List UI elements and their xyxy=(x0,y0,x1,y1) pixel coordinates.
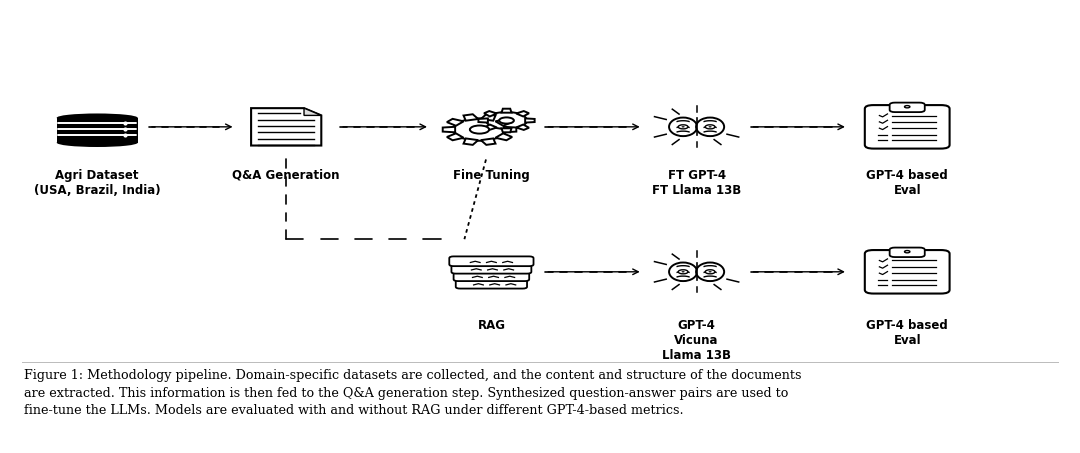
Ellipse shape xyxy=(681,126,685,128)
Polygon shape xyxy=(305,108,322,116)
Polygon shape xyxy=(443,127,455,132)
Ellipse shape xyxy=(56,139,138,147)
FancyBboxPatch shape xyxy=(890,102,924,112)
Text: RAG: RAG xyxy=(477,319,505,333)
FancyBboxPatch shape xyxy=(451,264,531,274)
Polygon shape xyxy=(447,119,463,126)
FancyBboxPatch shape xyxy=(865,250,949,294)
Polygon shape xyxy=(463,139,478,145)
Polygon shape xyxy=(501,128,512,132)
Polygon shape xyxy=(501,109,512,113)
Polygon shape xyxy=(463,114,478,120)
Ellipse shape xyxy=(486,112,527,129)
Polygon shape xyxy=(496,133,512,140)
Polygon shape xyxy=(484,125,497,130)
Polygon shape xyxy=(504,127,516,132)
Text: Q&A Generation: Q&A Generation xyxy=(232,169,340,182)
Text: Figure 1: Methodology pipeline. Domain-specific datasets are collected, and the : Figure 1: Methodology pipeline. Domain-s… xyxy=(24,369,801,417)
Ellipse shape xyxy=(499,117,514,124)
Polygon shape xyxy=(525,118,535,123)
FancyBboxPatch shape xyxy=(449,256,534,266)
FancyBboxPatch shape xyxy=(865,105,949,149)
Polygon shape xyxy=(496,119,512,126)
Ellipse shape xyxy=(678,270,688,274)
Polygon shape xyxy=(252,108,322,145)
Polygon shape xyxy=(516,125,529,130)
Ellipse shape xyxy=(708,126,712,128)
FancyBboxPatch shape xyxy=(890,247,924,257)
Polygon shape xyxy=(516,111,529,116)
Text: Agri Dataset
(USA, Brazil, India): Agri Dataset (USA, Brazil, India) xyxy=(33,169,161,197)
Ellipse shape xyxy=(678,125,688,129)
Text: Fine Tuning: Fine Tuning xyxy=(453,169,530,182)
FancyBboxPatch shape xyxy=(454,271,529,281)
Text: GPT-4 based
Eval: GPT-4 based Eval xyxy=(866,319,948,347)
Text: GPT-4
Vicuna
Llama 13B: GPT-4 Vicuna Llama 13B xyxy=(662,319,731,362)
Ellipse shape xyxy=(670,118,698,136)
Ellipse shape xyxy=(904,106,909,108)
Polygon shape xyxy=(484,111,497,116)
Ellipse shape xyxy=(705,125,715,129)
Text: FT GPT-4
FT Llama 13B: FT GPT-4 FT Llama 13B xyxy=(652,169,741,197)
Ellipse shape xyxy=(681,271,685,272)
Ellipse shape xyxy=(904,251,909,253)
Ellipse shape xyxy=(470,125,489,134)
Ellipse shape xyxy=(453,118,507,141)
Polygon shape xyxy=(478,118,488,123)
FancyBboxPatch shape xyxy=(56,118,138,143)
Text: GPT-4 based
Eval: GPT-4 based Eval xyxy=(866,169,948,197)
Ellipse shape xyxy=(697,118,724,136)
Polygon shape xyxy=(481,139,496,145)
Polygon shape xyxy=(481,114,496,120)
Ellipse shape xyxy=(705,270,715,274)
FancyBboxPatch shape xyxy=(456,279,527,289)
Ellipse shape xyxy=(670,262,698,281)
Ellipse shape xyxy=(708,271,712,272)
Ellipse shape xyxy=(697,262,724,281)
Ellipse shape xyxy=(56,114,138,122)
Polygon shape xyxy=(447,133,463,140)
